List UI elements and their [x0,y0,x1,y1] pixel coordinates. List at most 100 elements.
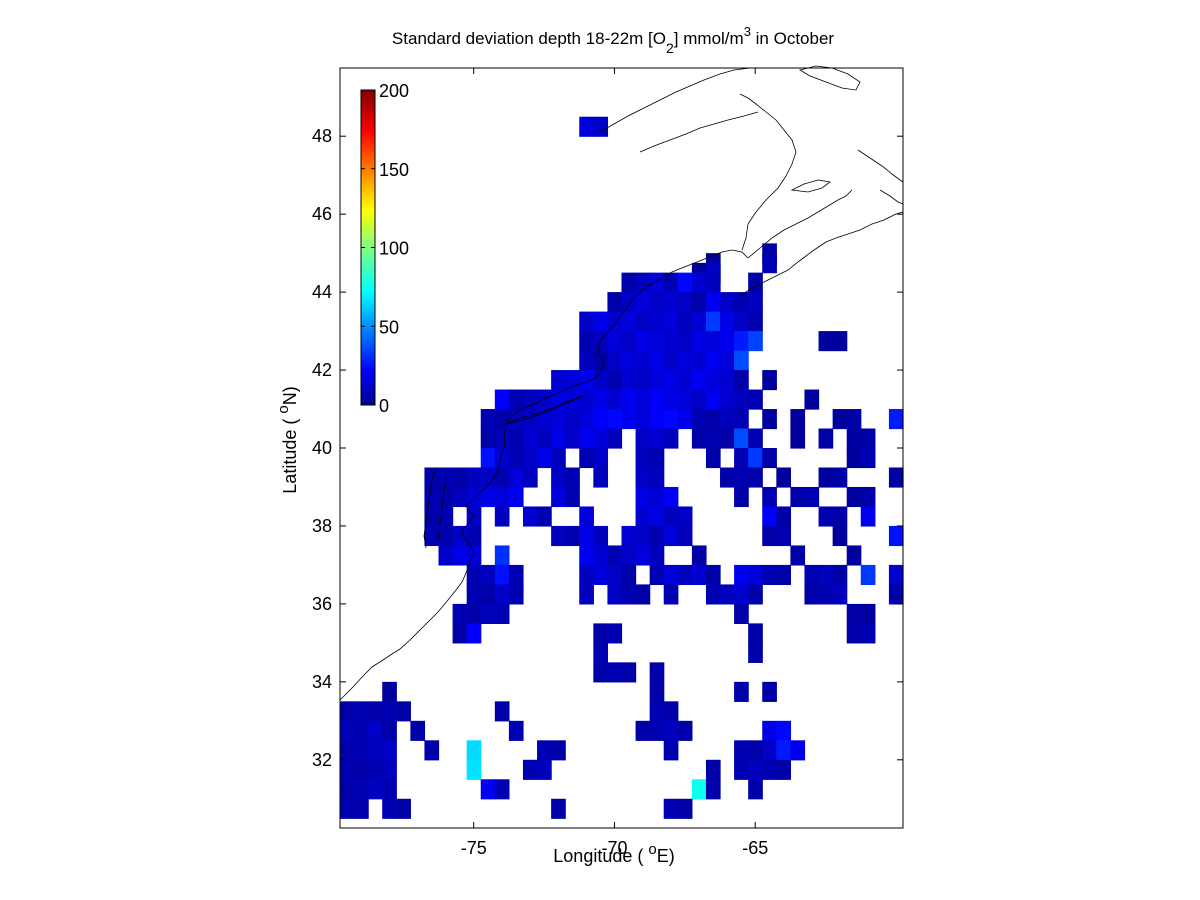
heatmap-cell [734,740,749,761]
heatmap-cell [691,311,707,332]
heatmap-cell [762,486,777,508]
heatmap-cell [607,564,623,586]
heatmap-cell [677,331,693,352]
heatmap-cell [818,564,834,586]
heatmap-cell [579,350,594,371]
heatmap-cell [734,311,749,332]
heatmap-cell [748,740,763,761]
coastline-gaspe [639,111,759,153]
heatmap-cell [720,467,735,488]
heatmap-cell [663,701,679,722]
heatmap-cell [790,545,806,566]
heatmap-cell [494,701,510,722]
heatmap-cell [720,428,735,449]
heatmap-cell [593,409,609,430]
heatmap-cell [551,740,566,761]
heatmap-cell [832,564,848,586]
heatmap-cell [776,720,792,741]
heatmap-cell [663,370,679,391]
heatmap-cell [635,506,651,527]
heatmap-cell [621,662,637,683]
heatmap-cell [776,525,792,547]
heatmap-cell [649,272,665,293]
heatmap-cell [720,584,735,605]
heatmap-cell [748,623,763,644]
heatmap-cell [354,740,369,761]
heatmap-cell [551,370,566,391]
heatmap-cell [705,564,721,586]
heatmap-cell [438,506,454,527]
heatmap-cell [424,486,440,508]
heatmap-cell [818,584,834,605]
heatmap-cell [734,584,749,605]
heatmap-cell [340,701,355,722]
heatmap-cell [705,292,721,313]
coastline-nova-scotia [739,189,904,297]
heatmap-cell [762,564,777,586]
heatmap-cell [621,564,637,586]
heatmap-cell [340,720,355,741]
heatmap-cell [804,486,820,508]
heatmap-cell [663,350,679,371]
heatmap-cell [593,623,609,644]
heatmap-cell [748,292,763,313]
heatmap-cell [776,506,792,527]
heatmap-cell [508,564,524,586]
heatmap-cell [860,486,876,508]
heatmap-cell [607,428,623,449]
heatmap-cell [649,681,665,702]
heatmap-cell [832,506,848,527]
heatmap-cell [748,584,763,605]
heatmap-cell [677,311,693,332]
heatmap-cell [480,448,496,469]
heatmap-cell [691,428,707,449]
heatmap-cell [579,116,594,137]
heatmap-cell [635,350,651,371]
heatmap-cell [677,389,693,410]
heatmap-cell [705,428,721,449]
heatmap-cell [537,740,552,761]
colorbar-tick-label: 50 [379,317,399,337]
heatmap-cell [860,623,876,644]
heatmap-cell [691,272,707,293]
heatmap-cell [354,720,369,741]
heatmap-cell [537,389,552,410]
heatmap-cell [579,545,594,566]
heatmap-cell [762,740,777,761]
heatmap-cell [635,311,651,332]
heatmap-cell [720,389,735,410]
heatmap-cell [748,331,763,352]
heatmap-cell [424,740,440,761]
heatmap-cell [734,467,749,488]
heatmap-cell [480,564,496,586]
x-tick-label: -70 [601,838,627,858]
heatmap-cell [593,448,609,469]
heatmap-cell [494,389,510,410]
heatmap-cell [748,467,763,488]
heatmap-cell [663,409,679,430]
coastline-anticosti [798,65,861,91]
heatmap-cell [705,272,721,293]
heatmap-cell [663,740,679,761]
heatmap-cell [508,486,524,508]
heatmap-cell [635,525,651,547]
heatmap-cell [494,584,510,605]
heatmap-cell [734,350,749,371]
heatmap-cell [508,409,524,430]
heatmap-cell [410,720,426,741]
heatmap-cell [649,506,665,527]
heatmap-cell [396,798,411,819]
heatmap-cell [734,409,749,430]
heatmap-cell [663,311,679,332]
heatmap-cell [382,681,397,702]
heatmap-cell [607,292,623,313]
heatmap-cell [607,311,623,332]
heatmap-cell [649,448,665,469]
heatmap-cell [762,525,777,547]
heatmap-cell [691,564,707,586]
heatmap-cell [621,331,637,352]
heatmap-cell [340,798,355,819]
heatmap-cell [593,545,609,566]
coastline-chesapeake [423,467,447,549]
heatmap-cell [508,467,524,488]
